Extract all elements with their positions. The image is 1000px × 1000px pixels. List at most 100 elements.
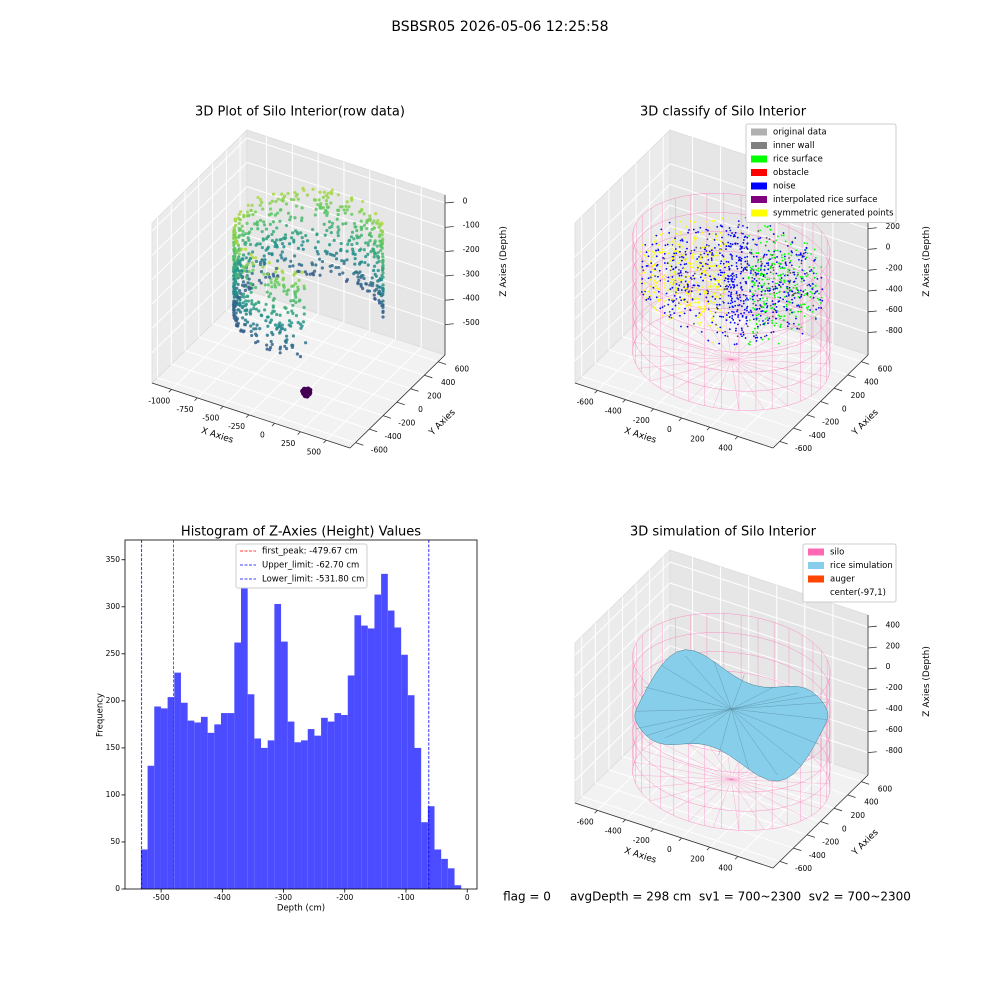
legend-swatch	[751, 196, 767, 203]
point-cloud	[735, 327, 737, 330]
point-cloud	[720, 315, 723, 318]
point-cloud	[785, 295, 788, 298]
panel-title: 3D simulation of Silo Interior	[630, 525, 817, 540]
point-cloud	[712, 238, 714, 241]
point-cloud	[241, 316, 245, 320]
point-cloud	[730, 299, 733, 302]
point-cloud	[792, 286, 795, 289]
point-cloud	[787, 252, 790, 255]
point-cloud	[768, 250, 771, 253]
point-cloud	[733, 343, 736, 346]
point-cloud	[372, 264, 377, 268]
point-cloud	[775, 305, 778, 308]
point-cloud	[790, 327, 793, 330]
point-cloud	[767, 225, 769, 228]
point-cloud	[380, 252, 385, 256]
point-cloud	[369, 281, 373, 285]
point-cloud	[328, 243, 332, 247]
point-cloud	[260, 258, 264, 262]
point-cloud	[795, 277, 797, 280]
point-cloud	[793, 296, 796, 299]
point-cloud	[717, 273, 720, 276]
point-cloud	[756, 261, 759, 263]
x-tick-label: -500	[153, 893, 170, 902]
point-cloud	[790, 264, 793, 267]
z-tick-label: -600	[886, 725, 903, 734]
point-cloud	[820, 302, 822, 304]
point-cloud	[664, 299, 667, 302]
point-cloud	[785, 291, 787, 293]
rice-mesh	[664, 708, 732, 739]
point-cloud	[806, 293, 809, 296]
point-cloud	[246, 203, 250, 207]
point-cloud	[260, 229, 264, 234]
point-cloud	[763, 253, 766, 256]
point-cloud	[745, 307, 748, 310]
point-cloud	[782, 232, 785, 234]
z-tick-label: 0	[886, 243, 891, 252]
point-cloud	[692, 242, 695, 245]
point-cloud	[772, 331, 775, 333]
point-cloud	[750, 268, 753, 271]
point-cloud	[788, 286, 791, 289]
tick-mark	[594, 810, 598, 814]
point-cloud	[722, 255, 725, 258]
point-cloud	[742, 241, 745, 244]
point-cloud	[765, 334, 768, 337]
point-cloud	[698, 251, 701, 254]
point-cloud	[267, 251, 271, 256]
point-cloud	[359, 274, 364, 278]
point-cloud	[716, 289, 719, 292]
point-cloud	[694, 297, 697, 300]
point-cloud	[760, 290, 763, 293]
point-cloud	[786, 280, 789, 282]
point-cloud	[640, 250, 643, 253]
point-cloud	[314, 263, 318, 267]
point-cloud	[752, 268, 755, 271]
point-cloud	[290, 345, 295, 349]
point-cloud	[647, 290, 650, 293]
point-cloud	[816, 290, 819, 292]
point-cloud	[642, 269, 645, 272]
point-cloud	[301, 390, 307, 396]
point-cloud	[686, 299, 689, 302]
point-cloud	[344, 221, 348, 226]
point-cloud	[737, 314, 740, 316]
point-cloud	[759, 241, 762, 244]
point-cloud	[733, 285, 736, 288]
point-cloud	[352, 221, 357, 226]
point-cloud	[287, 319, 292, 323]
point-cloud	[797, 310, 800, 313]
point-cloud	[741, 314, 744, 317]
point-cloud	[310, 261, 314, 265]
point-cloud	[289, 197, 293, 202]
point-cloud	[699, 321, 702, 324]
point-cloud	[338, 205, 342, 209]
point-cloud	[710, 286, 713, 289]
point-cloud	[368, 217, 372, 221]
point-cloud	[775, 311, 778, 314]
point-cloud	[800, 306, 803, 309]
point-cloud	[666, 262, 669, 265]
point-cloud	[291, 334, 296, 338]
point-cloud	[232, 311, 236, 315]
point-cloud	[781, 259, 784, 262]
point-cloud	[320, 259, 325, 264]
point-cloud	[270, 199, 274, 203]
point-cloud	[718, 279, 721, 282]
point-cloud	[233, 281, 238, 285]
point-cloud	[336, 233, 340, 238]
point-cloud	[725, 260, 728, 263]
point-cloud	[805, 246, 808, 249]
point-cloud	[685, 258, 688, 260]
point-cloud	[759, 314, 762, 317]
point-cloud	[729, 234, 732, 237]
point-cloud	[246, 294, 250, 298]
point-cloud	[759, 323, 762, 326]
point-cloud	[735, 343, 738, 345]
point-cloud	[771, 285, 774, 288]
point-cloud	[278, 330, 282, 334]
point-cloud	[303, 270, 307, 274]
point-cloud	[238, 310, 243, 314]
point-cloud	[774, 302, 777, 305]
